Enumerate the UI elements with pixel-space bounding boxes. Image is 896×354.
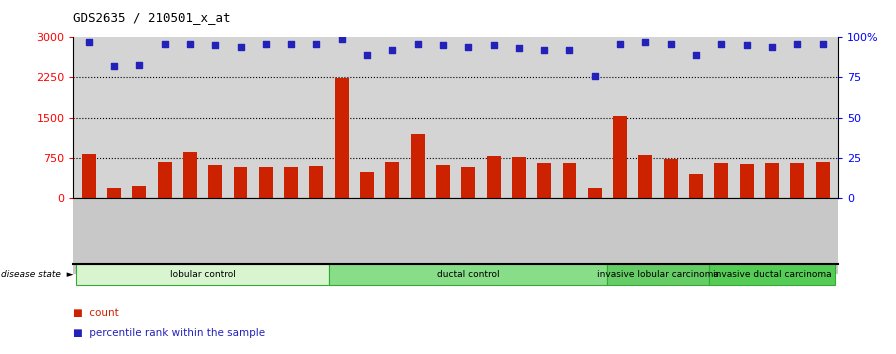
Bar xyxy=(639,155,652,198)
Text: invasive ductal carcinoma: invasive ductal carcinoma xyxy=(712,270,831,279)
Point xyxy=(638,39,652,45)
Point xyxy=(815,41,830,46)
Bar xyxy=(664,159,677,198)
Point xyxy=(158,41,172,46)
Bar xyxy=(765,163,779,198)
Point xyxy=(563,47,577,53)
Point xyxy=(435,42,450,48)
Point xyxy=(410,41,425,46)
Point xyxy=(790,41,805,46)
Bar xyxy=(133,186,146,198)
Bar xyxy=(436,165,450,198)
Point xyxy=(360,52,375,58)
Bar xyxy=(234,167,247,198)
Point xyxy=(765,44,780,50)
Point xyxy=(208,42,222,48)
Text: lobular control: lobular control xyxy=(169,270,236,279)
Point xyxy=(461,44,476,50)
Text: invasive lobular carcinoma: invasive lobular carcinoma xyxy=(597,270,719,279)
Text: GDS2635 / 210501_x_at: GDS2635 / 210501_x_at xyxy=(73,11,231,24)
Text: disease state  ►: disease state ► xyxy=(1,270,73,279)
Bar xyxy=(815,162,830,198)
Bar xyxy=(360,172,374,198)
Point xyxy=(739,42,754,48)
Bar xyxy=(158,162,171,198)
Text: ■  percentile rank within the sample: ■ percentile rank within the sample xyxy=(73,329,265,338)
Bar xyxy=(563,163,576,198)
Bar xyxy=(613,115,627,198)
Point xyxy=(512,46,526,51)
Bar xyxy=(714,163,728,198)
Bar xyxy=(790,163,805,198)
Point xyxy=(664,41,678,46)
Text: ■  count: ■ count xyxy=(73,308,119,318)
Point xyxy=(714,41,728,46)
Point xyxy=(334,36,349,42)
Bar xyxy=(538,163,551,198)
Bar xyxy=(740,164,754,198)
Point xyxy=(689,52,703,58)
Bar xyxy=(588,188,602,198)
Bar xyxy=(487,156,501,198)
Bar xyxy=(183,152,197,198)
Point xyxy=(613,41,627,46)
Point xyxy=(107,63,121,69)
Bar xyxy=(410,134,425,198)
Bar xyxy=(385,162,400,198)
Bar xyxy=(208,165,222,198)
Bar xyxy=(107,188,121,198)
Text: ductal control: ductal control xyxy=(437,270,500,279)
Point xyxy=(183,41,197,46)
Point xyxy=(259,41,273,46)
Bar xyxy=(689,174,703,198)
Point xyxy=(284,41,298,46)
Bar xyxy=(309,166,323,198)
Point xyxy=(487,42,501,48)
Bar xyxy=(284,167,298,198)
Bar xyxy=(335,78,349,198)
Point xyxy=(385,47,400,53)
Point xyxy=(233,44,247,50)
Point xyxy=(537,47,551,53)
Point xyxy=(309,41,323,46)
Point xyxy=(132,62,146,67)
Bar xyxy=(82,154,96,198)
Point xyxy=(588,73,602,79)
Point xyxy=(82,39,96,45)
Bar xyxy=(259,167,272,198)
Bar xyxy=(461,167,475,198)
Bar xyxy=(512,158,526,198)
